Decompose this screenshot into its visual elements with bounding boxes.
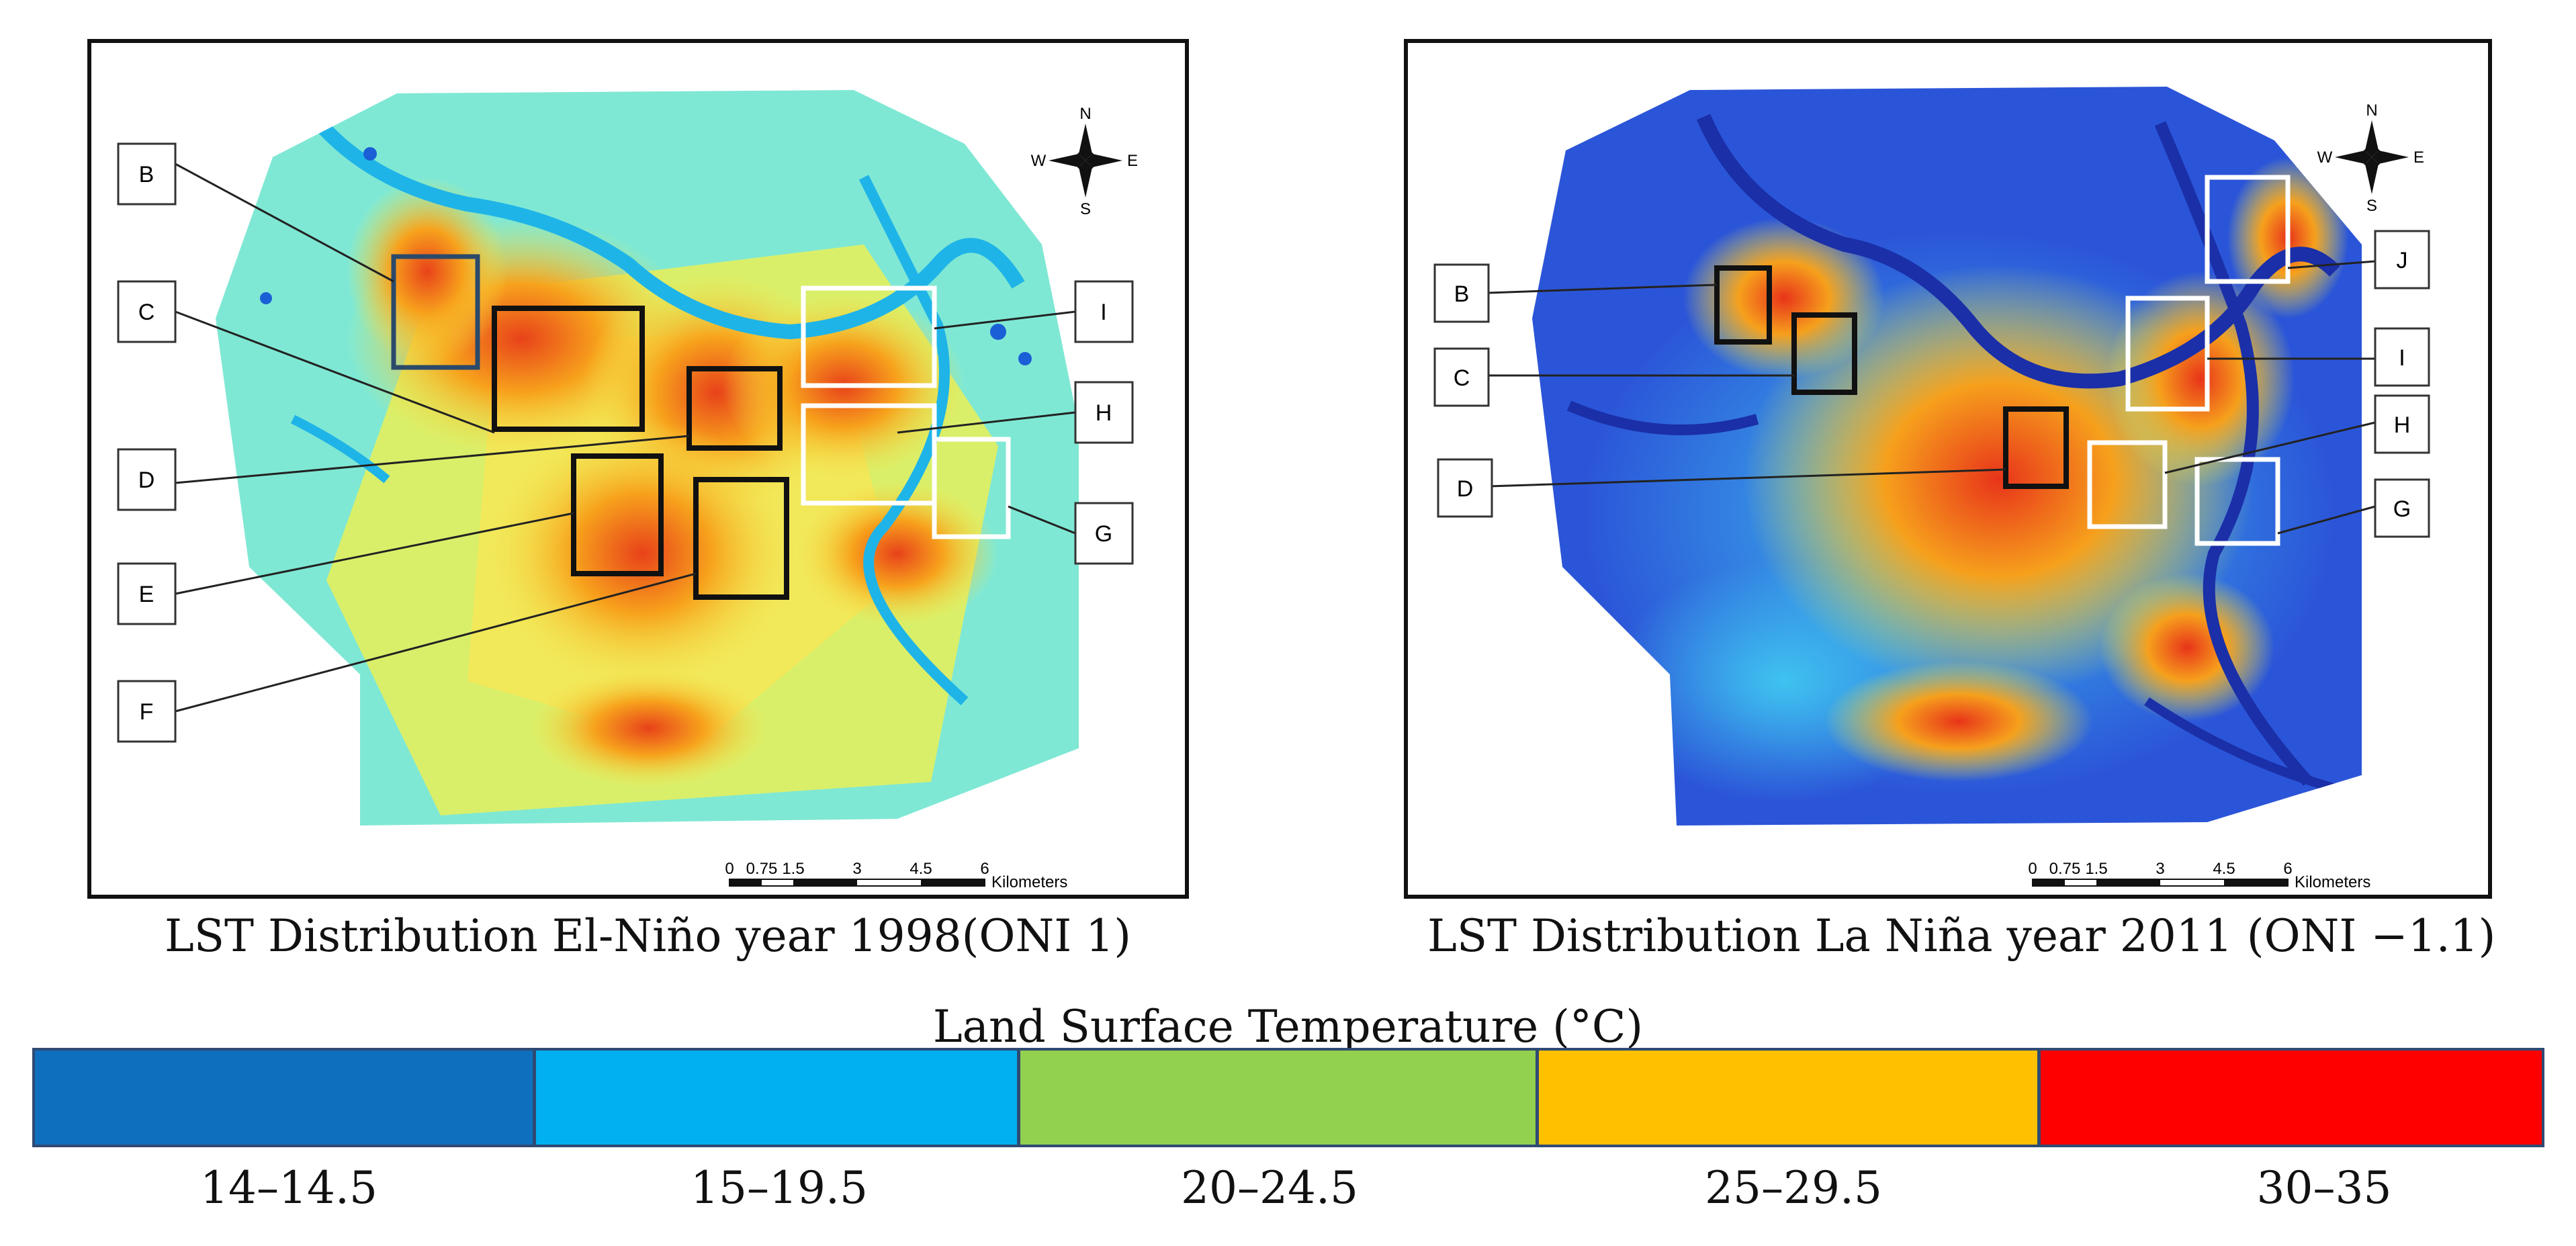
scale-bar: 0 0.75 1.5 3 4.5 6 Kilometers bbox=[725, 860, 1067, 891]
legend-title: Land Surface Temperature (°C) bbox=[932, 1001, 1644, 1053]
svg-text:1.5: 1.5 bbox=[2085, 860, 2107, 878]
svg-text:H: H bbox=[2394, 412, 2411, 438]
map-panel-el-nino: B C D E F I H G N S E W 0 0.75 1.5 3 bbox=[87, 39, 1189, 899]
svg-text:1.5: 1.5 bbox=[782, 860, 804, 878]
svg-text:H: H bbox=[1096, 400, 1112, 426]
svg-text:E: E bbox=[139, 582, 154, 607]
legend-swatch-15 bbox=[536, 1051, 1020, 1145]
svg-text:6: 6 bbox=[980, 860, 989, 878]
legend-swatch-14 bbox=[35, 1051, 537, 1145]
temperature-legend bbox=[32, 1048, 2544, 1147]
label-box-g: G bbox=[1074, 502, 1134, 565]
svg-text:3: 3 bbox=[852, 860, 861, 878]
label-box-f: F bbox=[117, 680, 177, 743]
label-box-j: J bbox=[2374, 230, 2430, 290]
svg-text:4.5: 4.5 bbox=[909, 860, 932, 878]
svg-text:6: 6 bbox=[2283, 860, 2292, 878]
svg-text:W: W bbox=[2317, 148, 2333, 167]
svg-text:Kilometers: Kilometers bbox=[2295, 873, 2370, 891]
svg-text:0.75: 0.75 bbox=[2049, 860, 2081, 878]
svg-text:I: I bbox=[2399, 345, 2405, 371]
lst-map-la-nina: B C D J I H G N S E W 0 0.75 1.5 3 bbox=[1433, 87, 2430, 891]
svg-text:D: D bbox=[138, 468, 155, 493]
caption-la-nina: LST Distribution La Niña year 2011 (ONI … bbox=[1427, 910, 2496, 962]
label-box-d: D bbox=[117, 448, 177, 511]
label-box-i: I bbox=[1074, 280, 1134, 343]
svg-text:B: B bbox=[1454, 281, 1470, 307]
svg-text:0: 0 bbox=[725, 860, 734, 878]
scale-bar: 0 0.75 1.5 3 4.5 6 Kilometers bbox=[2028, 860, 2370, 891]
lst-map-el-nino: B C D E F I H G N S E W 0 0.75 1.5 3 bbox=[117, 90, 1138, 891]
north-arrow-icon: N S E W bbox=[1031, 105, 1138, 218]
label-box-d: D bbox=[1437, 458, 1493, 518]
legend-label-20: 20–24.5 bbox=[1181, 1162, 1358, 1214]
legend-label-15: 15–19.5 bbox=[691, 1162, 868, 1214]
label-box-g: G bbox=[2374, 478, 2430, 538]
svg-text:J: J bbox=[2397, 248, 2408, 273]
svg-text:N: N bbox=[2366, 101, 2377, 120]
svg-text:0: 0 bbox=[2028, 860, 2037, 878]
svg-text:C: C bbox=[1454, 365, 1470, 391]
svg-text:D: D bbox=[1457, 476, 1474, 502]
svg-text:B: B bbox=[139, 162, 154, 187]
legend-swatch-30 bbox=[2040, 1051, 2542, 1145]
label-box-b: B bbox=[1433, 263, 1490, 323]
svg-text:4.5: 4.5 bbox=[2213, 860, 2235, 878]
svg-text:S: S bbox=[2366, 197, 2377, 215]
svg-text:G: G bbox=[1095, 521, 1112, 547]
label-box-c: C bbox=[1433, 347, 1490, 407]
label-box-e: E bbox=[117, 562, 177, 625]
legend-swatch-20 bbox=[1020, 1051, 1540, 1145]
svg-text:W: W bbox=[1031, 152, 1047, 170]
svg-text:E: E bbox=[2413, 148, 2424, 167]
svg-text:G: G bbox=[2393, 496, 2411, 522]
legend-swatch-25 bbox=[1539, 1051, 2041, 1145]
svg-text:I: I bbox=[1100, 300, 1106, 325]
north-arrow-icon: N S E W bbox=[2317, 101, 2424, 215]
legend-label-30: 30–35 bbox=[2256, 1162, 2392, 1214]
map-panel-la-nina: B C D J I H G N S E W 0 0.75 1.5 3 bbox=[1404, 39, 2492, 899]
svg-text:3: 3 bbox=[2156, 860, 2164, 878]
svg-text:N: N bbox=[1079, 105, 1091, 123]
svg-text:Kilometers: Kilometers bbox=[991, 873, 1067, 891]
label-box-h: H bbox=[2374, 394, 2430, 454]
legend-label-25: 25–29.5 bbox=[1705, 1162, 1882, 1214]
svg-text:F: F bbox=[140, 699, 154, 725]
label-box-h: H bbox=[1074, 381, 1134, 444]
svg-text:C: C bbox=[138, 300, 155, 325]
svg-text:E: E bbox=[1127, 152, 1138, 170]
caption-el-nino: LST Distribution El-Niño year 1998(ONI 1… bbox=[165, 910, 1131, 962]
legend-label-14: 14–14.5 bbox=[200, 1162, 377, 1214]
label-box-i: I bbox=[2374, 327, 2430, 387]
svg-text:0.75: 0.75 bbox=[746, 860, 778, 878]
label-box-b: B bbox=[117, 142, 177, 206]
svg-text:S: S bbox=[1080, 200, 1091, 218]
label-box-c: C bbox=[117, 280, 177, 343]
